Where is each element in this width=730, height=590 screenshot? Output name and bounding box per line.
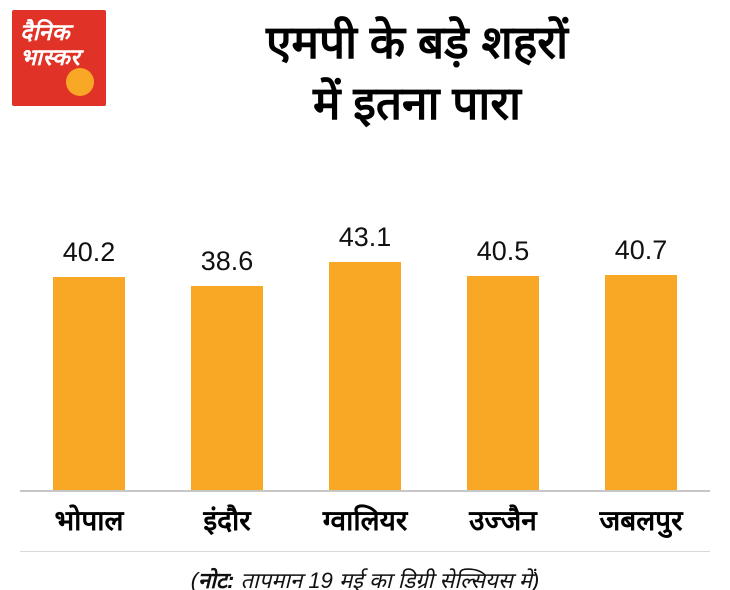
- logo-line-1: दैनिक: [20, 19, 71, 45]
- category-labels: भोपाल इंदौर ग्वालियर उज्जैन जबलपुर: [20, 492, 710, 551]
- bar: [467, 276, 539, 490]
- divider-line: [20, 551, 710, 552]
- value-label: 43.1: [338, 222, 392, 252]
- bar: [605, 275, 677, 490]
- value-label: 40.7: [614, 235, 668, 265]
- category-label: जबलपुर: [599, 505, 683, 536]
- logo-text: दैनिक भास्कर: [20, 20, 100, 70]
- bar-column: 43.1: [296, 222, 434, 490]
- value-label: 40.5: [476, 236, 530, 266]
- bar: [53, 277, 125, 490]
- bar: [329, 262, 401, 490]
- bar-column: 40.5: [434, 236, 572, 490]
- category-label: ग्वालियर: [322, 505, 408, 536]
- x-axis-line: [20, 490, 710, 492]
- value-label: 40.2: [62, 237, 116, 267]
- value-label: 38.6: [200, 246, 254, 276]
- plot-area: 40.2 38.6 43.1 40.5 40.7: [20, 222, 710, 490]
- footnote: (नोट: तापमान 19 मई का डिग्री सेल्सियस मे…: [20, 565, 710, 590]
- logo-line-2: भास्कर: [20, 43, 81, 70]
- bar-chart: 40.2 38.6 43.1 40.5 40.7 भोपाल इंदौर ग्वालियर उ…: [20, 222, 710, 590]
- bar-column: 40.2: [20, 237, 158, 490]
- title-line-1: एमपी के बड़े शहरों: [266, 16, 568, 68]
- page-title: एमपी के बड़े शहरों में इतना पारा: [112, 12, 722, 133]
- category-label: इंदौर: [203, 505, 251, 536]
- category-label: उज्जैन: [469, 505, 537, 536]
- sun-icon: [66, 68, 94, 96]
- bar-column: 38.6: [158, 246, 296, 490]
- title-line-2: में इतना पारा: [312, 76, 522, 129]
- footnote-text: तापमान 19 मई का डिग्री सेल्सियस में): [234, 568, 540, 590]
- bar-column: 40.7: [572, 235, 710, 490]
- footnote-label: नोट:: [198, 568, 235, 590]
- bhaskar-logo: दैनिक भास्कर: [12, 10, 106, 106]
- footnote-open: (: [190, 568, 199, 590]
- bar: [191, 286, 263, 490]
- category-label: भोपाल: [54, 505, 124, 536]
